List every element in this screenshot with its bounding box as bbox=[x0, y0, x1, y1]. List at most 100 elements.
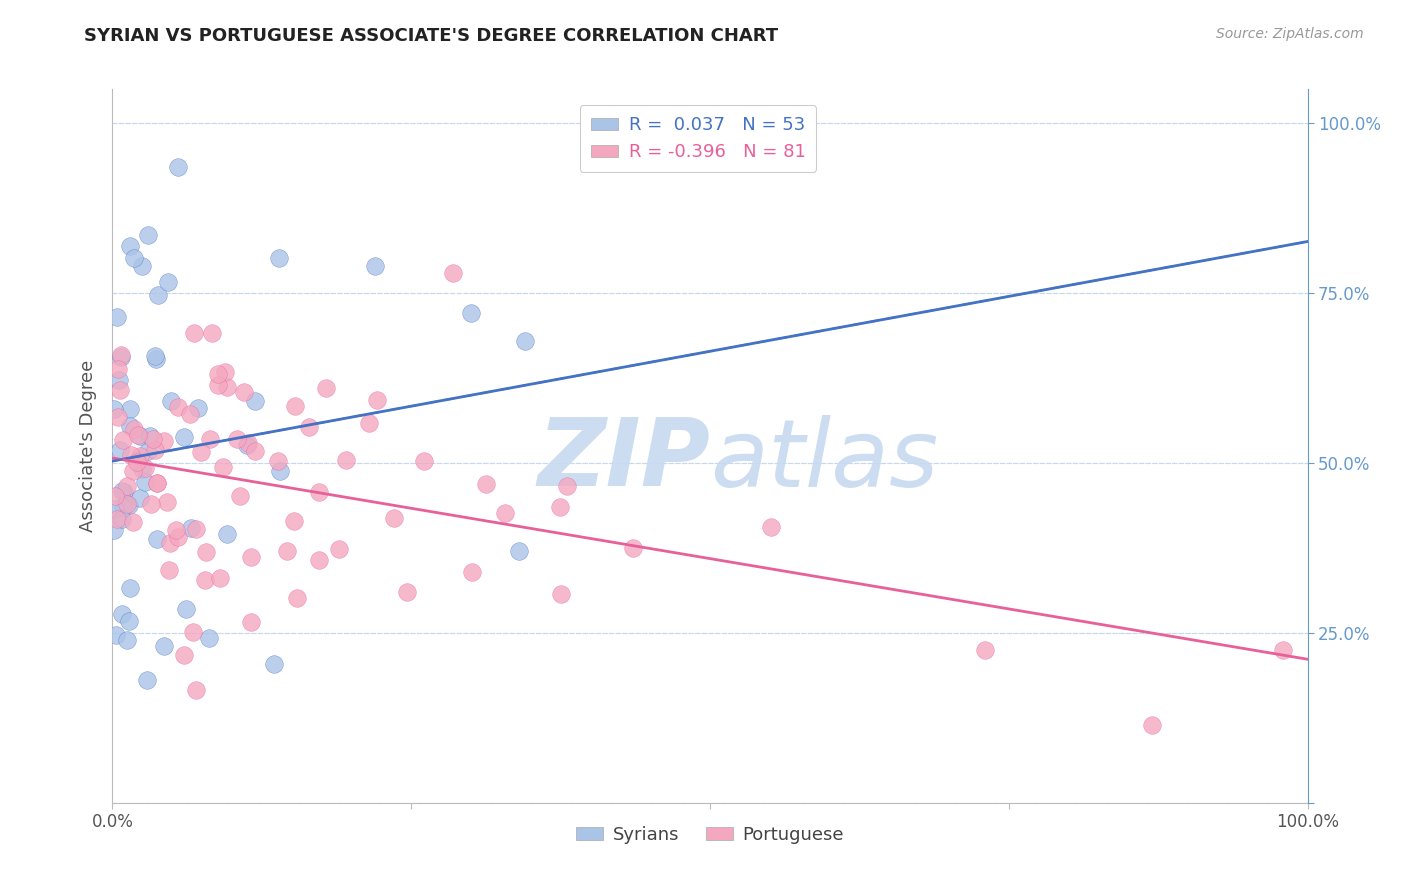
Point bbox=[217, 527, 239, 541]
Point bbox=[239, 549, 262, 564]
Point bbox=[461, 566, 484, 580]
Point bbox=[207, 377, 229, 392]
Point bbox=[107, 374, 129, 388]
Point bbox=[194, 545, 217, 559]
Point bbox=[118, 498, 141, 512]
Point bbox=[145, 352, 167, 367]
Text: Source: ZipAtlas.com: Source: ZipAtlas.com bbox=[1216, 27, 1364, 41]
Point bbox=[122, 422, 145, 436]
Point bbox=[276, 543, 298, 558]
Point bbox=[159, 536, 181, 550]
Point bbox=[129, 491, 152, 505]
Point bbox=[134, 475, 156, 490]
Point bbox=[441, 266, 464, 280]
Point bbox=[174, 601, 197, 615]
Point bbox=[269, 464, 291, 478]
Point bbox=[217, 380, 239, 394]
Point bbox=[156, 275, 179, 289]
Point bbox=[141, 432, 163, 446]
Point bbox=[124, 251, 146, 265]
Point bbox=[243, 443, 266, 458]
Point bbox=[550, 587, 572, 601]
Point bbox=[111, 512, 134, 526]
Point bbox=[179, 407, 201, 421]
Point bbox=[111, 483, 134, 498]
Point bbox=[136, 444, 159, 458]
Point bbox=[111, 433, 134, 447]
Legend: Syrians, Portuguese: Syrians, Portuguese bbox=[569, 819, 851, 851]
Point bbox=[104, 489, 127, 503]
Point bbox=[167, 400, 190, 414]
Point bbox=[396, 585, 419, 599]
Point bbox=[103, 401, 125, 416]
Point bbox=[412, 454, 434, 468]
Point bbox=[111, 607, 134, 621]
Point bbox=[112, 485, 135, 500]
Point bbox=[160, 393, 183, 408]
Point bbox=[136, 227, 159, 242]
Point bbox=[207, 368, 229, 382]
Point bbox=[157, 563, 180, 577]
Point bbox=[173, 430, 195, 444]
Point bbox=[197, 631, 219, 645]
Point bbox=[364, 259, 387, 273]
Point bbox=[267, 454, 290, 468]
Point bbox=[209, 571, 232, 585]
Point bbox=[308, 552, 330, 566]
Point bbox=[759, 520, 782, 534]
Point bbox=[315, 381, 337, 395]
Point bbox=[201, 326, 224, 340]
Point bbox=[194, 573, 217, 587]
Point bbox=[110, 348, 132, 362]
Point bbox=[214, 365, 236, 379]
Point bbox=[225, 432, 247, 446]
Point bbox=[382, 511, 405, 525]
Point bbox=[120, 449, 142, 463]
Point bbox=[131, 259, 153, 273]
Point bbox=[366, 392, 388, 407]
Point bbox=[153, 640, 176, 654]
Text: atlas: atlas bbox=[710, 415, 938, 506]
Point bbox=[235, 438, 257, 452]
Point bbox=[117, 478, 139, 492]
Point bbox=[181, 624, 204, 639]
Point bbox=[134, 461, 156, 475]
Point bbox=[146, 287, 169, 301]
Point bbox=[1142, 717, 1164, 731]
Point bbox=[125, 454, 148, 468]
Text: ZIP: ZIP bbox=[537, 414, 710, 507]
Point bbox=[190, 444, 212, 458]
Point bbox=[103, 524, 125, 538]
Point bbox=[974, 643, 997, 657]
Point bbox=[128, 429, 150, 443]
Point bbox=[131, 462, 153, 476]
Point bbox=[139, 429, 162, 443]
Point bbox=[184, 522, 207, 536]
Point bbox=[555, 479, 578, 493]
Point bbox=[167, 161, 190, 175]
Point bbox=[335, 453, 357, 467]
Point bbox=[180, 521, 202, 535]
Point bbox=[104, 628, 127, 642]
Point bbox=[128, 449, 150, 463]
Point bbox=[141, 497, 163, 511]
Y-axis label: Associate's Degree: Associate's Degree bbox=[79, 359, 97, 533]
Point bbox=[165, 523, 187, 537]
Point bbox=[508, 544, 530, 558]
Point bbox=[328, 541, 350, 556]
Point bbox=[513, 334, 536, 348]
Point bbox=[120, 419, 142, 434]
Point bbox=[118, 614, 141, 628]
Point bbox=[153, 434, 176, 448]
Point bbox=[120, 238, 142, 252]
Point bbox=[198, 433, 221, 447]
Point bbox=[105, 512, 128, 526]
Text: SYRIAN VS PORTUGUESE ASSOCIATE'S DEGREE CORRELATION CHART: SYRIAN VS PORTUGUESE ASSOCIATE'S DEGREE … bbox=[84, 27, 779, 45]
Point bbox=[357, 417, 380, 431]
Point bbox=[146, 475, 169, 490]
Point bbox=[285, 591, 308, 606]
Point bbox=[460, 306, 482, 320]
Point bbox=[183, 326, 205, 340]
Point bbox=[118, 401, 141, 416]
Point bbox=[1272, 643, 1295, 657]
